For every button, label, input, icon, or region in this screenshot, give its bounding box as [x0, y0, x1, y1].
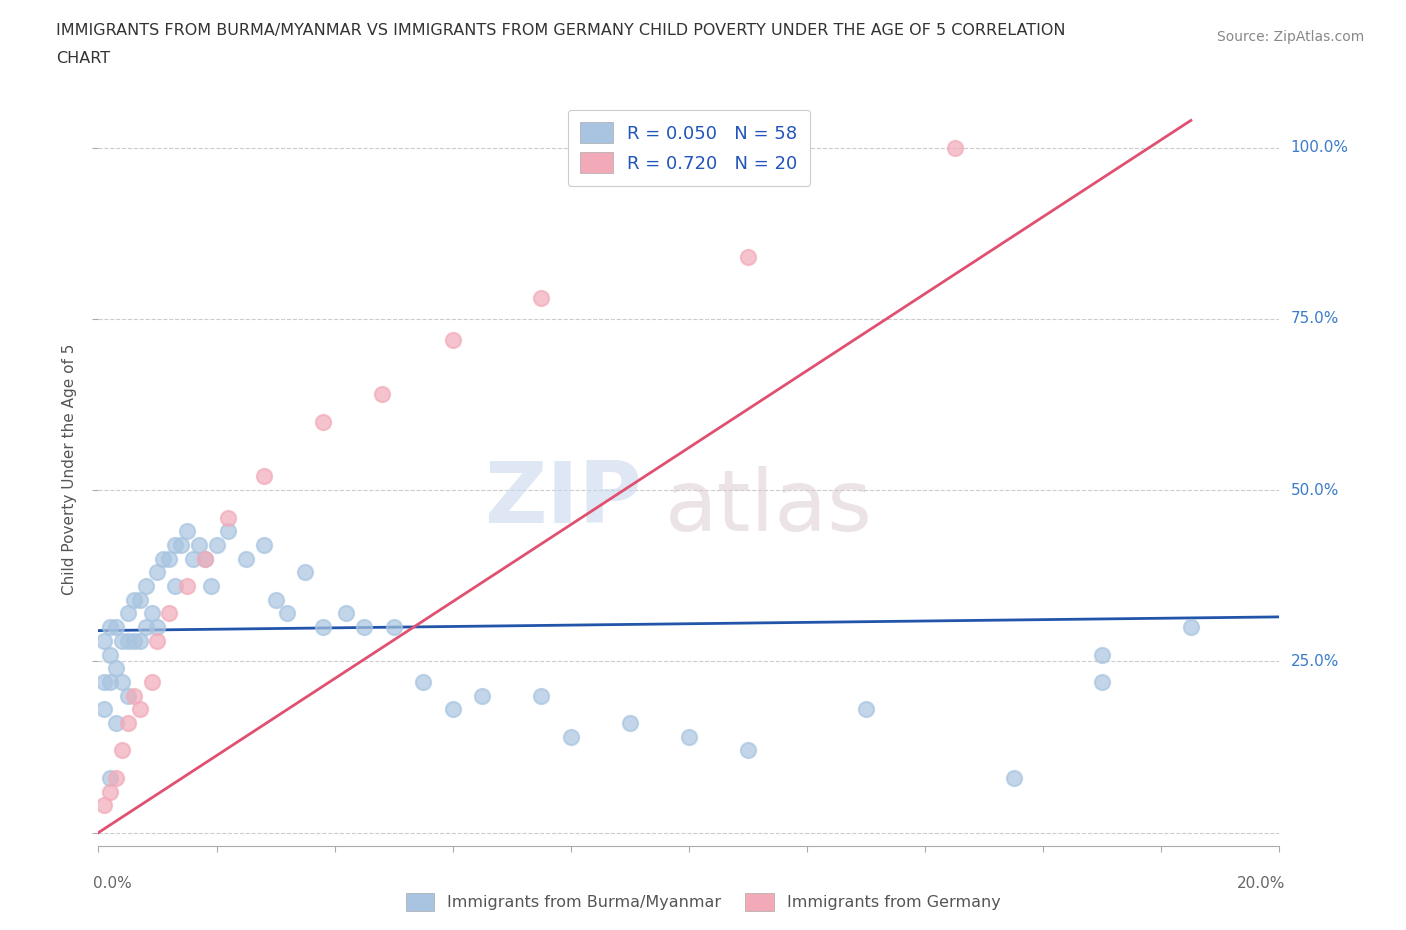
Text: atlas: atlas — [665, 466, 873, 549]
Point — [105, 770, 128, 785]
Legend: R = 0.050   N = 58, R = 0.720   N = 20: R = 0.050 N = 58, R = 0.720 N = 20 — [568, 110, 810, 186]
Point — [122, 633, 145, 648]
Text: CHART: CHART — [56, 51, 110, 66]
Point — [128, 592, 150, 607]
Point — [678, 729, 700, 744]
Point — [235, 551, 257, 566]
Point — [135, 619, 157, 634]
Point — [1091, 647, 1114, 662]
Point — [117, 688, 139, 703]
Point — [382, 619, 405, 634]
Point — [1180, 619, 1202, 634]
Point — [157, 551, 180, 566]
Point — [1091, 674, 1114, 689]
Point — [194, 551, 217, 566]
Point — [141, 606, 163, 621]
Legend: Immigrants from Burma/Myanmar, Immigrants from Germany: Immigrants from Burma/Myanmar, Immigrant… — [399, 886, 1007, 917]
Point — [152, 551, 174, 566]
Point — [441, 702, 464, 717]
Point — [276, 606, 298, 621]
Point — [105, 619, 128, 634]
Text: 50.0%: 50.0% — [1291, 483, 1339, 498]
Point — [93, 633, 115, 648]
Point — [335, 606, 357, 621]
Point — [111, 633, 134, 648]
Point — [412, 674, 434, 689]
Point — [264, 592, 287, 607]
Point — [98, 619, 121, 634]
Point — [98, 647, 121, 662]
Point — [176, 524, 198, 538]
Point — [93, 674, 115, 689]
Point — [194, 551, 217, 566]
Point — [176, 578, 198, 593]
Point — [187, 538, 209, 552]
Point — [157, 606, 180, 621]
Point — [117, 633, 139, 648]
Point — [205, 538, 228, 552]
Point — [530, 291, 553, 306]
Point — [122, 592, 145, 607]
Point — [253, 469, 276, 484]
Point — [253, 538, 276, 552]
Point — [128, 633, 150, 648]
Text: Source: ZipAtlas.com: Source: ZipAtlas.com — [1216, 30, 1364, 44]
Point — [217, 524, 239, 538]
Point — [135, 578, 157, 593]
Point — [170, 538, 193, 552]
Point — [146, 633, 169, 648]
Point — [105, 661, 128, 676]
Point — [217, 511, 239, 525]
Text: 0.0%: 0.0% — [93, 876, 131, 892]
Point — [117, 606, 139, 621]
Point — [737, 250, 759, 265]
Point — [105, 715, 128, 730]
Text: IMMIGRANTS FROM BURMA/MYANMAR VS IMMIGRANTS FROM GERMANY CHILD POVERTY UNDER THE: IMMIGRANTS FROM BURMA/MYANMAR VS IMMIGRA… — [56, 23, 1066, 38]
Point — [471, 688, 494, 703]
Point — [530, 688, 553, 703]
Point — [200, 578, 222, 593]
Point — [371, 387, 394, 402]
Text: 75.0%: 75.0% — [1291, 312, 1339, 326]
Text: 25.0%: 25.0% — [1291, 654, 1339, 669]
Point — [98, 674, 121, 689]
Point — [117, 715, 139, 730]
Point — [141, 674, 163, 689]
Point — [98, 784, 121, 799]
Point — [855, 702, 877, 717]
Point — [165, 538, 187, 552]
Point — [93, 798, 115, 813]
Point — [111, 674, 134, 689]
Point — [294, 565, 316, 579]
Point — [943, 140, 966, 155]
Point — [1002, 770, 1025, 785]
Point — [111, 743, 134, 758]
Point — [122, 688, 145, 703]
Text: 100.0%: 100.0% — [1291, 140, 1348, 155]
Point — [560, 729, 582, 744]
Point — [93, 702, 115, 717]
Y-axis label: Child Poverty Under the Age of 5: Child Poverty Under the Age of 5 — [62, 344, 77, 595]
Point — [128, 702, 150, 717]
Point — [146, 619, 169, 634]
Point — [619, 715, 641, 730]
Point — [353, 619, 375, 634]
Point — [165, 578, 187, 593]
Point — [146, 565, 169, 579]
Point — [98, 770, 121, 785]
Text: ZIP: ZIP — [484, 458, 641, 541]
Point — [441, 332, 464, 347]
Text: 20.0%: 20.0% — [1237, 876, 1285, 892]
Point — [181, 551, 204, 566]
Point — [312, 619, 335, 634]
Point — [737, 743, 759, 758]
Point — [312, 414, 335, 429]
